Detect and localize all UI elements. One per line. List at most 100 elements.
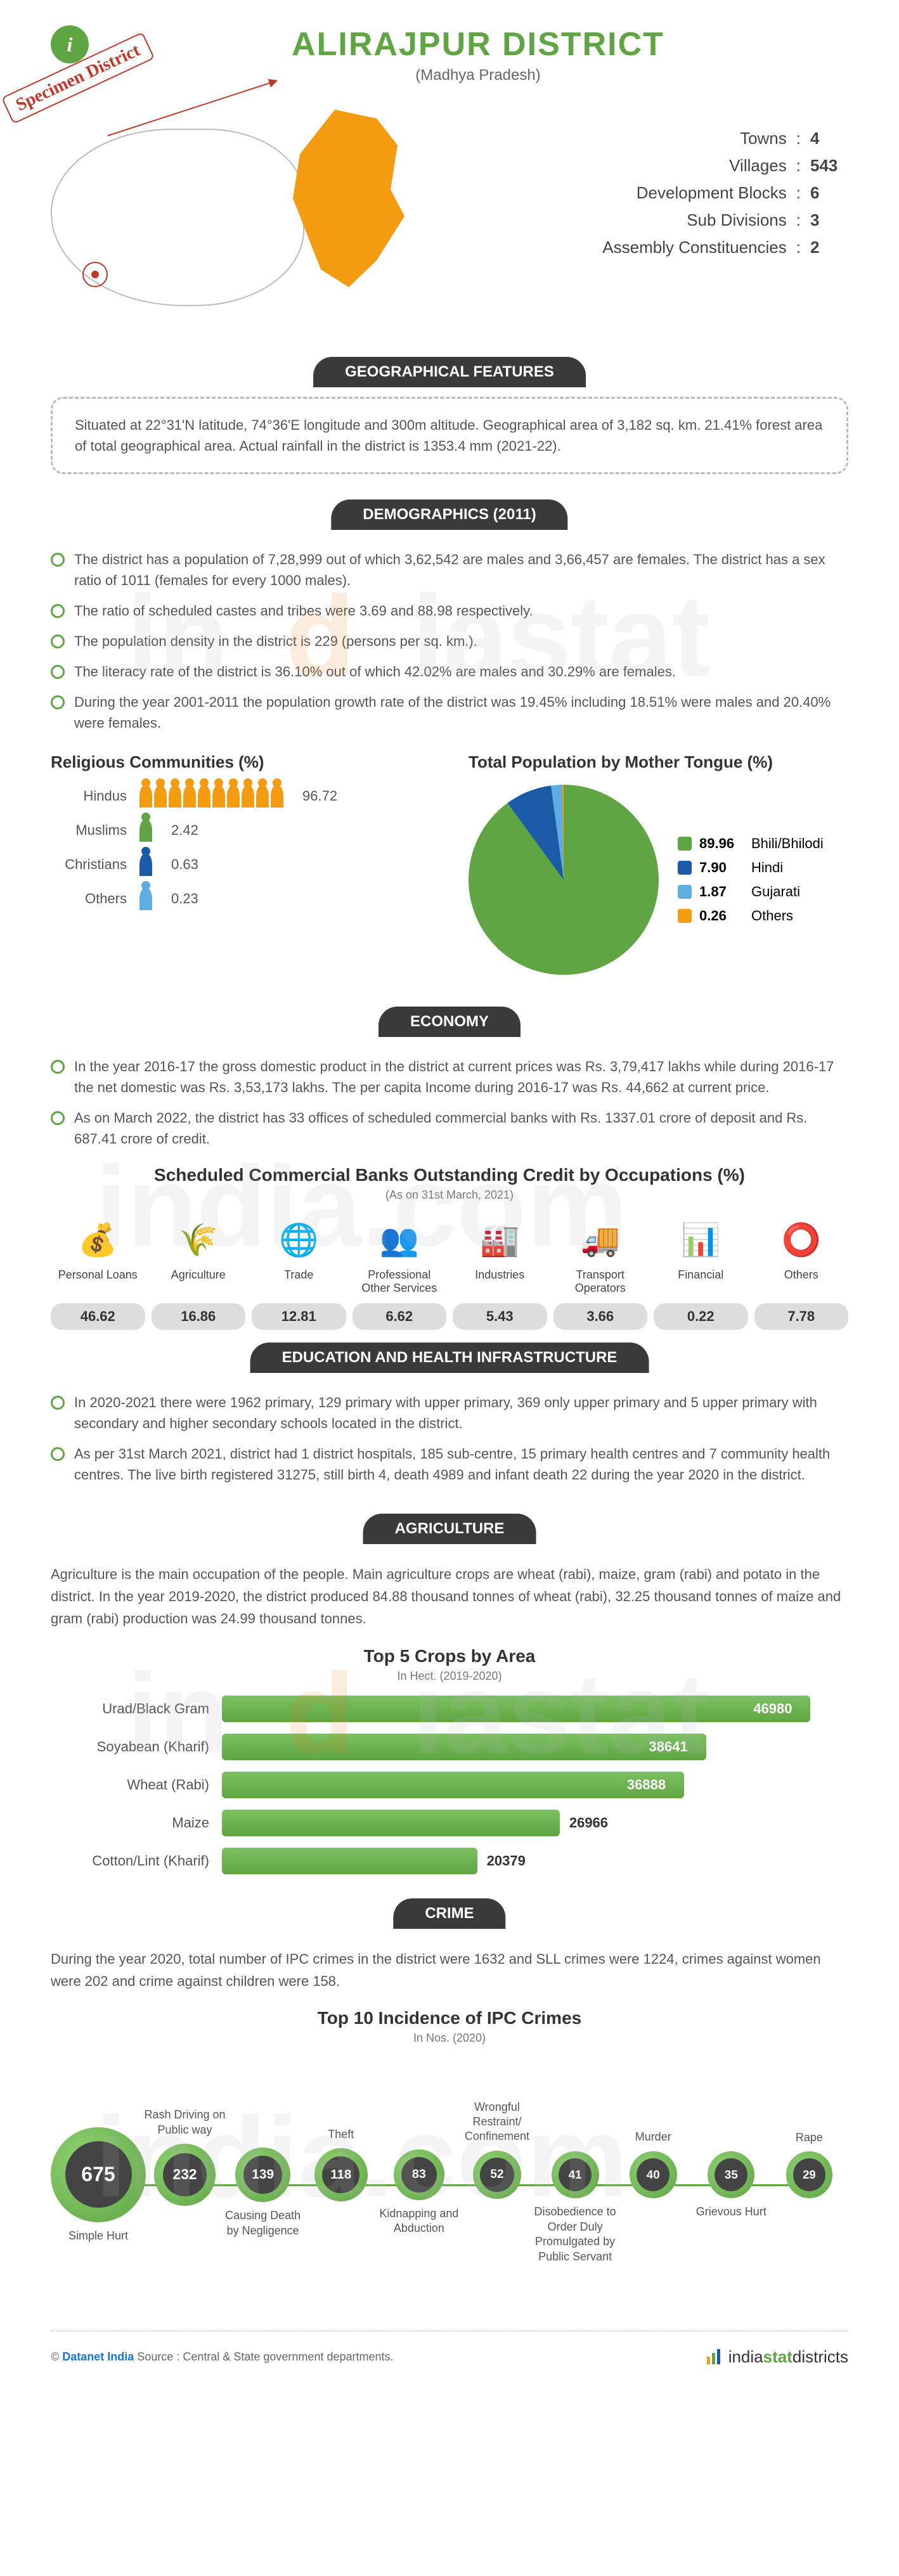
religion-row: Muslims 2.42	[51, 819, 430, 842]
crop-value: 38641	[649, 1739, 688, 1755]
demo-bullets: The district has a population of 7,28,99…	[51, 549, 848, 733]
bullet-item: The district has a population of 7,28,99…	[51, 549, 848, 591]
religion-row: Christians 0.63	[51, 853, 430, 876]
crime-label: Kidnapping and Abduction	[375, 2206, 463, 2236]
credit-value: 46.62	[51, 1303, 145, 1330]
credit-item: 📊 Financial 0.22	[654, 1218, 748, 1330]
crime-bubble: 40	[630, 2151, 677, 2199]
religion-value: 0.23	[171, 891, 198, 907]
credit-value: 7.78	[754, 1303, 849, 1330]
crops-chart: Urad/Black Gram 46980 Soyabean (Kharif) …	[51, 1696, 848, 1874]
crime-value: 139	[243, 2156, 282, 2194]
religion-label: Hindus	[51, 788, 127, 804]
crime-bubble: 29	[786, 2151, 832, 2198]
crop-row: Wheat (Rabi) 36888	[51, 1772, 848, 1798]
crime-item: Grievous Hurt 35	[692, 2151, 770, 2198]
crime-item: Simple Hurt 675	[51, 2127, 146, 2222]
crop-row: Cotton/Lint (Kharif) 20379	[51, 1848, 848, 1874]
religion-icons	[139, 785, 283, 808]
crop-label: Wheat (Rabi)	[51, 1777, 209, 1793]
crime-label: Grievous Hurt	[687, 2205, 775, 2219]
credit-icon: 👥	[352, 1218, 447, 1262]
crime-item: Theft 118	[302, 2148, 380, 2201]
legend-label: Bhili/Bhilodi	[751, 835, 824, 852]
credit-item: 👥 Professional Other Services 6.62	[352, 1218, 447, 1330]
bullet-item: The literacy rate of the district is 36.…	[51, 661, 848, 682]
crime-item: Rape 29	[770, 2151, 848, 2198]
stat-value: 6	[810, 183, 848, 203]
crime-bubble: 35	[708, 2151, 754, 2198]
legend-item: 0.26 Others	[678, 908, 824, 924]
stat-label: Sub Divisions	[687, 210, 787, 230]
crime-bubble: 41	[552, 2151, 599, 2199]
legend-value: 1.87	[699, 884, 744, 900]
crime-item: Causing Death by Negligence 139	[224, 2148, 302, 2202]
crop-row: Soyabean (Kharif) 38641	[51, 1734, 848, 1760]
geo-text: Situated at 22°31'N latitude, 74°36'E lo…	[51, 397, 848, 474]
crime-item: Wrongful Restraint/ Confinement 52	[458, 2151, 536, 2199]
crop-label: Maize	[51, 1815, 209, 1831]
crime-value: 41	[559, 2158, 592, 2191]
legend-label: Hindi	[751, 860, 783, 876]
footer-source: © Datanet India Source : Central & State…	[51, 2350, 394, 2364]
crime-label: Murder	[609, 2130, 697, 2144]
credit-sub: (As on 31st March, 2021)	[51, 1188, 848, 1202]
edu-bullets: In 2020-2021 there were 1962 primary, 12…	[51, 1392, 848, 1485]
crops-title: Top 5 Crops by Area	[51, 1646, 848, 1666]
mt-title: Total Population by Mother Tongue (%)	[469, 752, 848, 772]
district-title: ALIRAJPUR DISTRICT	[108, 25, 848, 63]
crop-label: Cotton/Lint (Kharif)	[51, 1853, 209, 1869]
stat-label: Development Blocks	[637, 183, 787, 203]
religion-label: Muslims	[51, 822, 127, 839]
credit-label: Transport Operators	[553, 1268, 648, 1297]
credit-item: 🌾 Agriculture 16.86	[152, 1218, 246, 1330]
crime-label: Wrongful Restraint/ Confinement	[453, 2100, 541, 2144]
legend-swatch	[678, 885, 692, 899]
credit-chart: 💰 Personal Loans 46.62 🌾 Agriculture 16.…	[51, 1218, 848, 1330]
header: i ALIRAJPUR DISTRICT (Madhya Pradesh)	[51, 25, 848, 84]
crime-bubble: 139	[235, 2148, 290, 2202]
crime-value: 232	[163, 2153, 206, 2196]
credit-label: Financial	[654, 1268, 748, 1297]
religious-chart: Religious Communities (%) Hindus 96.72 M…	[51, 752, 430, 975]
crop-value: 26966	[569, 1815, 608, 1831]
stat-row: Assembly Constituencies : 2	[456, 238, 848, 257]
footer-logo: indiastatdistricts	[706, 2347, 848, 2367]
credit-value: 6.62	[352, 1303, 447, 1330]
crime-bubble: 675	[51, 2127, 146, 2222]
crime-label: Rash Driving on Public way	[141, 2108, 230, 2137]
religion-row: Hindus 96.72	[51, 785, 430, 808]
crime-sub: In Nos. (2020)	[51, 2032, 848, 2045]
crop-value: 46980	[753, 1701, 792, 1717]
crime-value: 52	[480, 2158, 514, 2191]
credit-value: 3.66	[553, 1303, 648, 1330]
crime-item: Rash Driving on Public way 232	[146, 2144, 224, 2205]
religious-title: Religious Communities (%)	[51, 752, 430, 772]
credit-item: ⭕ Others 7.78	[754, 1218, 849, 1330]
credit-title: Scheduled Commercial Banks Outstanding C…	[51, 1165, 848, 1185]
stat-value: 4	[810, 129, 848, 148]
crime-value: 83	[401, 2157, 437, 2193]
crops-sub: In Hect. (2019-2020)	[51, 1670, 848, 1683]
crop-bar	[222, 1772, 684, 1798]
crop-value: 20379	[487, 1853, 526, 1869]
crime-label: Causing Death by Negligence	[219, 2208, 307, 2238]
crime-bubble: 232	[154, 2144, 216, 2205]
crime-label: Simple Hurt	[54, 2229, 143, 2243]
section-demo: DEMOGRAPHICS (2011)	[331, 499, 567, 530]
crop-value: 36888	[627, 1777, 666, 1793]
credit-icon: 📊	[654, 1218, 748, 1262]
stat-row: Towns : 4	[456, 129, 848, 148]
credit-value: 12.81	[252, 1303, 346, 1330]
agri-text: Agriculture is the main occupation of th…	[51, 1563, 848, 1630]
credit-value: 0.22	[654, 1303, 748, 1330]
crop-label: Soyabean (Kharif)	[51, 1739, 209, 1755]
legend-label: Gujarati	[751, 884, 800, 900]
stat-row: Development Blocks : 6	[456, 183, 848, 203]
credit-item: 🚚 Transport Operators 3.66	[553, 1218, 648, 1330]
crime-item: Murder 40	[614, 2151, 692, 2199]
bullet-item: The population density in the district i…	[51, 631, 848, 652]
summary-stats: Towns : 4 Villages : 543 Development Blo…	[456, 103, 848, 325]
legend-value: 89.96	[699, 835, 744, 852]
crop-bar	[222, 1696, 810, 1722]
